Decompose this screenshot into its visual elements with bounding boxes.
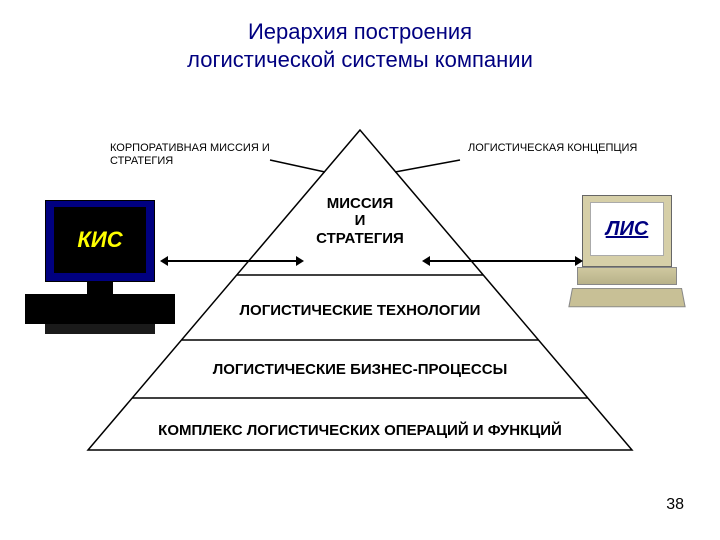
kis-keyboard <box>45 324 155 334</box>
lis-keyboard <box>568 288 685 307</box>
label-logistics-concept: ЛОГИСТИЧЕСКАЯ КОНЦЕПЦИЯ <box>468 142 678 155</box>
lis-body <box>577 267 677 285</box>
title-line-1: Иерархия построения <box>0 18 720 46</box>
kis-stand <box>87 282 113 294</box>
kis-computer-icon: КИС <box>25 200 175 330</box>
kis-label: КИС <box>77 227 122 253</box>
title-line-2: логистической системы компании <box>0 46 720 74</box>
label-corporate-mission: КОРПОРАТИВНАЯ МИССИЯ И СТРАТЕГИЯ <box>110 142 280 167</box>
lis-monitor: ЛИС <box>582 195 672 267</box>
arrow-kis-to-pyramid <box>168 260 296 262</box>
lis-screen: ЛИС <box>590 202 664 256</box>
kis-monitor: КИС <box>45 200 155 282</box>
pyramid-layer-4: КОМПЛЕКС ЛОГИСТИЧЕСКИХ ОПЕРАЦИЙ И ФУНКЦИ… <box>0 422 720 439</box>
slide-title: Иерархия построения логистической систем… <box>0 0 720 73</box>
lis-computer-icon: ЛИС <box>572 195 692 325</box>
pyramid-layer-3: ЛОГИСТИЧЕСКИЕ БИЗНЕС-ПРОЦЕССЫ <box>0 361 720 378</box>
lis-label: ЛИС <box>606 218 649 241</box>
page-number: 38 <box>666 496 684 514</box>
diagram-stage: КОРПОРАТИВНАЯ МИССИЯ И СТРАТЕГИЯ ЛОГИСТИ… <box>0 90 720 490</box>
arrow-pyramid-to-lis <box>430 260 575 262</box>
kis-base <box>25 294 175 324</box>
kis-screen: КИС <box>54 207 146 273</box>
